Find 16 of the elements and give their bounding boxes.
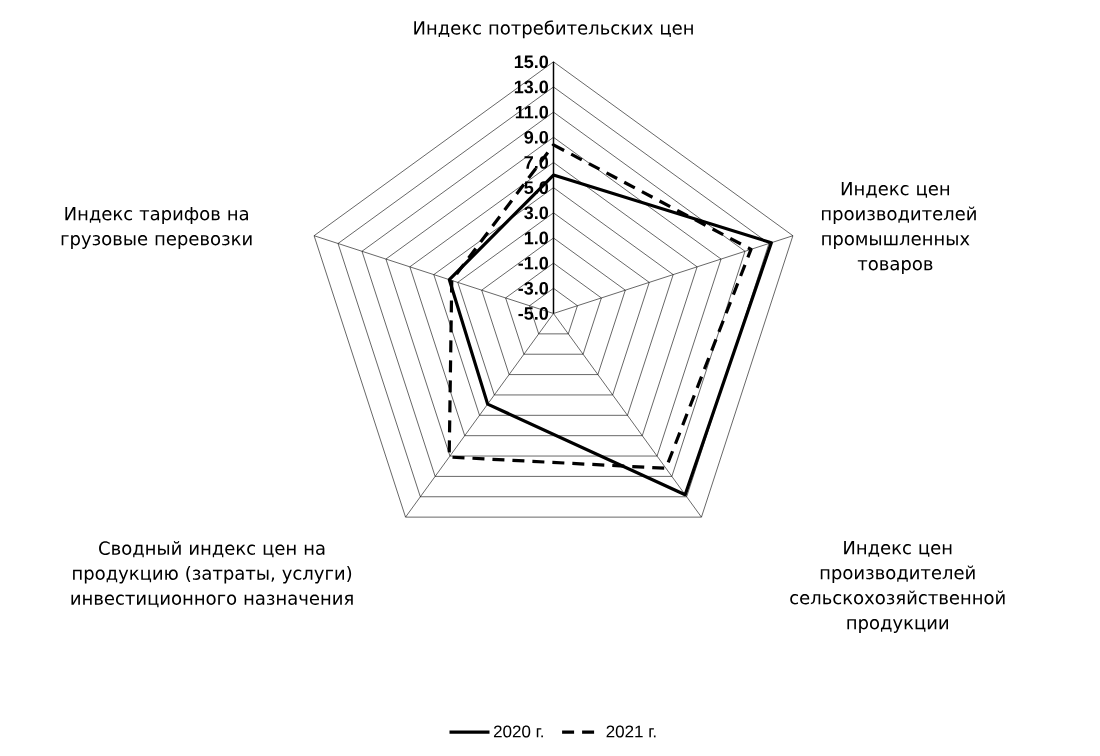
y-tick-label: 13.0 xyxy=(514,80,549,94)
spoke-label: Индекс тарифов на грузовые перевозки xyxy=(61,207,252,249)
legend-label: 2021 г. xyxy=(606,725,656,738)
y-tick-label: -1.0 xyxy=(518,256,549,270)
spoke-label: Индекс цен производителей сельскохозяйственной продукции xyxy=(790,541,1005,633)
y-tick-label: -3.0 xyxy=(518,281,549,295)
legend-label: 2020 г. xyxy=(493,725,543,738)
y-tick-label: 1.0 xyxy=(524,231,549,245)
y-tick-label: 15.0 xyxy=(514,55,549,69)
y-tick-label: 9.0 xyxy=(524,130,549,144)
spoke-label: Индекс потребительских цен xyxy=(414,20,693,39)
y-tick-label: 3.0 xyxy=(524,206,549,220)
spoke-label: Индекс цен производителей промышленных товаров xyxy=(821,182,976,274)
y-tick-label: 11.0 xyxy=(515,105,549,119)
spoke-label: Сводный индекс цен на продукцию (затраты, услуги) инвестиционного назначения xyxy=(71,541,353,608)
y-tick-label: -5.0 xyxy=(518,307,549,320)
